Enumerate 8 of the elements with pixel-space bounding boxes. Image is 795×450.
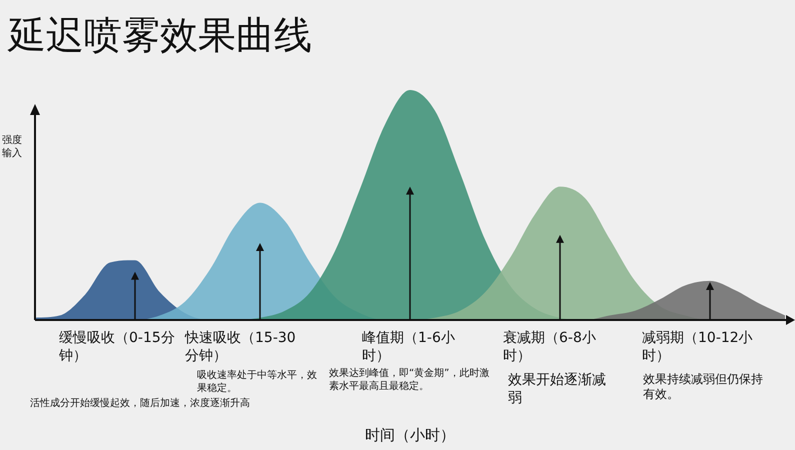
title: 延迟喷雾效果曲线 (8, 12, 312, 59)
ylabel: 强度输入 (2, 135, 23, 160)
annotation: 时间（小时） (365, 426, 456, 445)
annotation: 效果持续减弱但仍保持有效。 (643, 372, 764, 402)
annotation: 吸收速率处于中等水平，效果稳定。 (197, 370, 318, 395)
annotation: 效果达到峰值，即“黄金期”，此时激素水平最高且最稳定。 (329, 368, 490, 393)
annotation: 活性成分开始缓慢起效，随后加速，浓度逐渐升高 (30, 398, 251, 410)
annotation: 效果开始逐渐减弱 (508, 372, 607, 407)
